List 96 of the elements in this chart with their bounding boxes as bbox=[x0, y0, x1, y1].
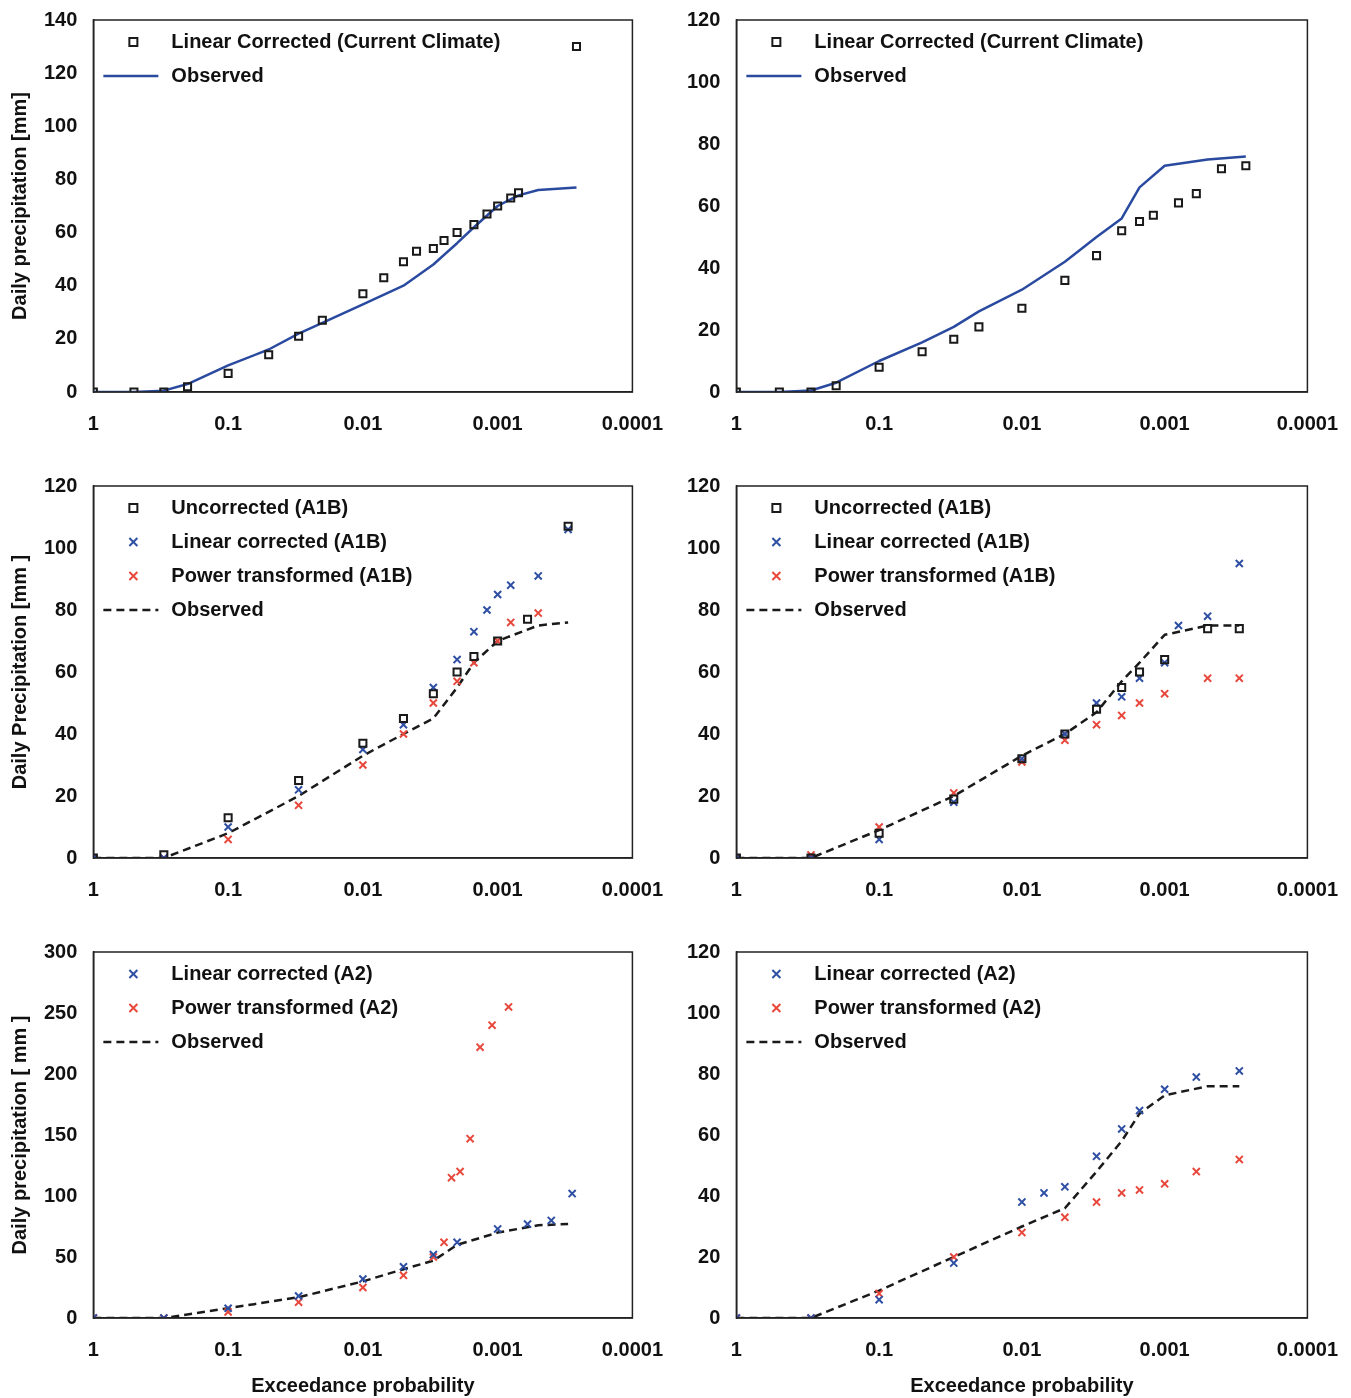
x-tick-label: 0.1 bbox=[214, 877, 243, 900]
x-tick-label: 0.1 bbox=[214, 411, 243, 434]
x-axis-title: Exceedance probability bbox=[910, 1373, 1135, 1396]
y-tick-label: 0 bbox=[709, 845, 721, 868]
y-tick-label: 20 bbox=[698, 1244, 721, 1267]
y-tick-label: 60 bbox=[698, 659, 721, 682]
x-tick-label: 0.01 bbox=[343, 411, 383, 434]
y-tick-label: 40 bbox=[55, 273, 78, 296]
y-tick-label: 20 bbox=[698, 317, 721, 340]
y-tick-label: 140 bbox=[43, 7, 78, 30]
x-tick-label: 0.1 bbox=[865, 1337, 894, 1360]
x-tick-label: 0.01 bbox=[1002, 877, 1042, 900]
legend-label: Uncorrected (A1B) bbox=[171, 495, 349, 518]
x-tick-label: 0.0001 bbox=[1276, 1337, 1338, 1360]
x-tick-label: 0.0001 bbox=[601, 411, 663, 434]
legend-label: Linear Corrected (Current Climate) bbox=[171, 29, 501, 52]
y-tick-label: 80 bbox=[698, 131, 721, 154]
y-tick-label: 80 bbox=[55, 597, 78, 620]
x-tick-label: 0.001 bbox=[1139, 877, 1190, 900]
x-tick-label: 0.01 bbox=[343, 1337, 383, 1360]
y-axis-title: Daily Precipitation [mm ] bbox=[7, 554, 30, 790]
y-tick-label: 100 bbox=[686, 535, 721, 558]
x-tick-label: 0.01 bbox=[1002, 1337, 1042, 1360]
y-tick-label: 150 bbox=[43, 1122, 78, 1145]
y-tick-label: 100 bbox=[43, 1183, 78, 1206]
x-axis-title: Exceedance probability bbox=[251, 1373, 476, 1396]
y-tick-label: 100 bbox=[686, 1000, 721, 1023]
x-tick-label: 0.001 bbox=[472, 1337, 523, 1360]
legend-label: Linear corrected (A2) bbox=[814, 961, 1016, 984]
y-tick-label: 20 bbox=[55, 326, 78, 349]
y-tick-label: 100 bbox=[686, 69, 721, 92]
legend-label: Observed bbox=[814, 597, 907, 620]
y-tick-label: 0 bbox=[66, 1305, 78, 1328]
y-tick-label: 120 bbox=[43, 473, 78, 496]
legend-label: Linear Corrected (Current Climate) bbox=[814, 29, 1144, 52]
y-tick-label: 200 bbox=[43, 1061, 78, 1084]
x-tick-label: 0.001 bbox=[472, 877, 523, 900]
y-tick-label: 60 bbox=[698, 193, 721, 216]
y-axis-title: Daily precipitation [ mm ] bbox=[7, 1015, 30, 1255]
y-tick-label: 60 bbox=[55, 659, 78, 682]
legend-label: Power transformed (A1B) bbox=[171, 563, 413, 586]
y-tick-label: 0 bbox=[66, 845, 78, 868]
y-tick-label: 40 bbox=[55, 721, 78, 744]
y-tick-label: 120 bbox=[686, 939, 721, 962]
x-tick-label: 1 bbox=[87, 1337, 99, 1360]
x-tick-label: 0.1 bbox=[865, 411, 894, 434]
y-tick-label: 0 bbox=[66, 379, 78, 402]
x-tick-label: 0.1 bbox=[214, 1337, 243, 1360]
y-tick-label: 20 bbox=[55, 783, 78, 806]
legend-label: Linear corrected (A2) bbox=[171, 961, 373, 984]
legend-label: Power transformed (A2) bbox=[814, 995, 1042, 1018]
x-tick-label: 0.1 bbox=[865, 877, 894, 900]
legend-label: Observed bbox=[814, 63, 907, 86]
legend-label: Linear corrected (A1B) bbox=[171, 529, 387, 552]
y-tick-label: 120 bbox=[686, 473, 721, 496]
x-tick-label: 1 bbox=[730, 877, 742, 900]
x-tick-label: 1 bbox=[730, 411, 742, 434]
y-tick-label: 300 bbox=[43, 939, 78, 962]
x-tick-label: 0.0001 bbox=[601, 877, 663, 900]
legend-label: Observed bbox=[171, 597, 264, 620]
y-tick-label: 120 bbox=[43, 60, 78, 83]
x-tick-label: 0.0001 bbox=[1276, 411, 1338, 434]
legend-label: Observed bbox=[814, 1029, 907, 1052]
x-tick-label: 0.01 bbox=[343, 877, 383, 900]
x-tick-label: 0.01 bbox=[1002, 411, 1042, 434]
y-tick-label: 20 bbox=[698, 783, 721, 806]
legend-label: Power transformed (A2) bbox=[171, 995, 399, 1018]
legend-label: Uncorrected (A1B) bbox=[814, 495, 992, 518]
y-tick-label: 100 bbox=[43, 535, 78, 558]
y-tick-label: 40 bbox=[698, 721, 721, 744]
legend-label: Linear corrected (A1B) bbox=[814, 529, 1030, 552]
legend-label: Observed bbox=[171, 1029, 264, 1052]
legend-label: Observed bbox=[171, 63, 264, 86]
x-tick-label: 1 bbox=[730, 1337, 742, 1360]
y-tick-label: 80 bbox=[55, 166, 78, 189]
y-tick-label: 120 bbox=[686, 7, 721, 30]
y-tick-label: 0 bbox=[709, 379, 721, 402]
y-tick-label: 250 bbox=[43, 1000, 78, 1023]
y-tick-label: 40 bbox=[698, 1183, 721, 1206]
y-tick-label: 80 bbox=[698, 1061, 721, 1084]
x-tick-label: 0.0001 bbox=[601, 1337, 663, 1360]
legend-label: Power transformed (A1B) bbox=[814, 563, 1056, 586]
x-tick-label: 1 bbox=[87, 877, 99, 900]
x-tick-label: 0.001 bbox=[1139, 411, 1190, 434]
y-tick-label: 100 bbox=[43, 113, 78, 136]
y-tick-label: 60 bbox=[55, 220, 78, 243]
x-tick-label: 0.0001 bbox=[1276, 877, 1338, 900]
x-tick-label: 0.001 bbox=[472, 411, 523, 434]
y-tick-label: 0 bbox=[709, 1305, 721, 1328]
x-tick-label: 1 bbox=[87, 411, 99, 434]
y-tick-label: 50 bbox=[55, 1244, 78, 1267]
y-tick-label: 60 bbox=[698, 1122, 721, 1145]
y-tick-label: 80 bbox=[698, 597, 721, 620]
y-axis-title: Daily precipitation [mm] bbox=[7, 92, 30, 320]
x-tick-label: 0.001 bbox=[1139, 1337, 1190, 1360]
y-tick-label: 40 bbox=[698, 255, 721, 278]
